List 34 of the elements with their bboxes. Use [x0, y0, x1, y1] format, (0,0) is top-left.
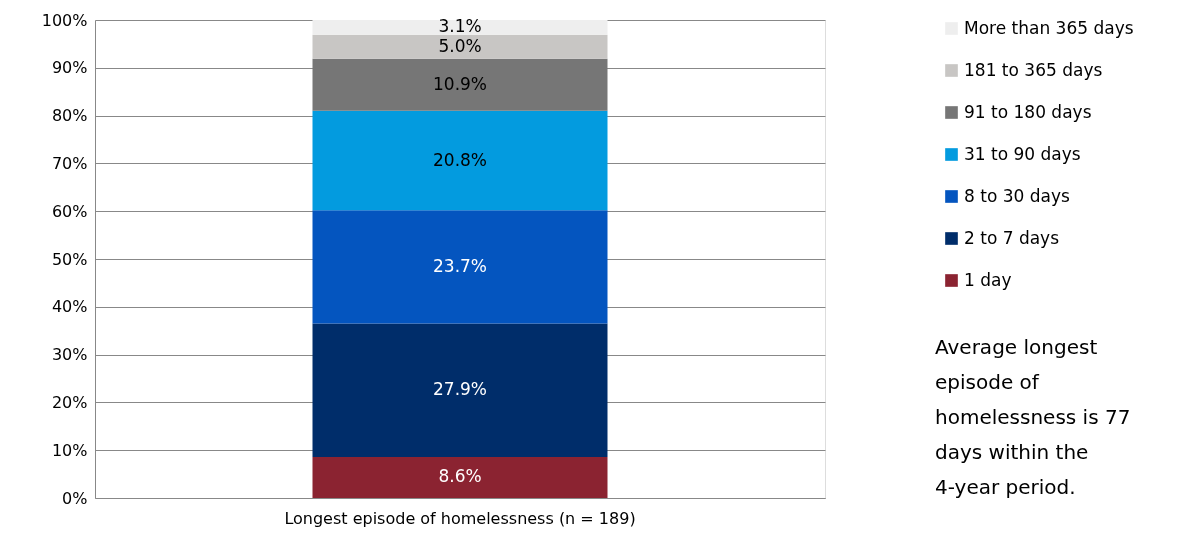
y-tick-label: 0%	[62, 488, 88, 508]
data-label: 3.1%	[438, 16, 482, 37]
legend-label: 181 to 365 days	[964, 59, 1103, 80]
data-label: 27.9%	[432, 379, 488, 400]
bar	[312, 323, 608, 457]
y-tick-label: 70%	[51, 153, 88, 173]
data-label: 8.6%	[438, 466, 482, 487]
legend-label: 2 to 7 days	[964, 227, 1060, 248]
y-tick-label: 20%	[51, 392, 88, 412]
legend-label: 31 to 90 days	[964, 143, 1081, 164]
y-tick-label: 40%	[51, 297, 88, 317]
legend-label: More than 365 days	[964, 17, 1134, 38]
bar	[312, 58, 608, 111]
bar	[312, 456, 608, 498]
y-tick-label: 50%	[51, 249, 88, 269]
x-tick-label: Longest episode of homelessness (n = 189)	[284, 508, 636, 528]
legend-label: 91 to 180 days	[964, 101, 1092, 122]
bar	[312, 20, 608, 35]
y-tick-label: 100%	[41, 10, 88, 30]
legend-label: 1 day	[964, 269, 1012, 290]
text: Average longest episode of homelessness is 77 days within the 4-year period.	[935, 335, 1131, 499]
y-tick-label: 60%	[51, 201, 88, 221]
y-tick-label: 30%	[51, 345, 88, 365]
bar	[312, 34, 608, 59]
y-tick-label: 80%	[51, 106, 88, 126]
y-tick-label: 10%	[51, 440, 88, 460]
bar	[312, 210, 608, 324]
data-label: 10.9%	[432, 73, 488, 94]
data-label: 5.0%	[438, 35, 482, 56]
legend-label: 8 to 30 days	[964, 185, 1070, 206]
bar	[312, 110, 608, 211]
data-label: 23.7%	[432, 255, 488, 276]
y-tick-label: 90%	[51, 58, 88, 78]
data-label: 20.8%	[432, 149, 488, 170]
